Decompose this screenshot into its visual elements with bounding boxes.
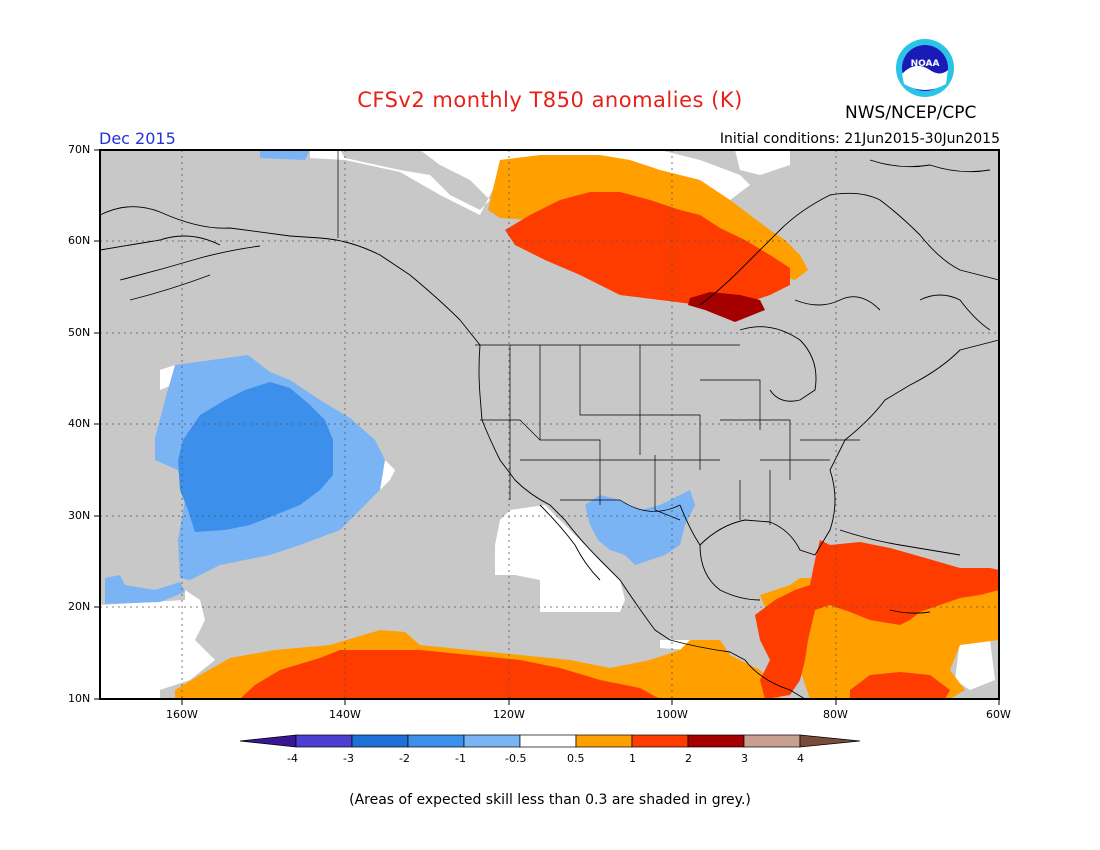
lon-label: 160W <box>166 708 198 721</box>
forecast-month: Dec 2015 <box>99 129 176 148</box>
colorbar-cell-lowest <box>239 734 297 748</box>
noaa-logo: NOAA <box>896 39 954 97</box>
colorbar <box>239 734 861 748</box>
positive-one-anomaly <box>240 192 999 699</box>
axis-ticks <box>94 149 1000 705</box>
colorbar-label: 1 <box>629 752 636 765</box>
colorbar-label: -2 <box>399 752 410 765</box>
colorbar-cell <box>407 734 465 748</box>
lon-label: 120W <box>493 708 525 721</box>
lat-label: 20N <box>68 600 91 613</box>
lat-label: 70N <box>68 143 91 156</box>
lat-label: 60N <box>68 234 91 247</box>
colorbar-label: 4 <box>797 752 804 765</box>
lat-label: 10N <box>68 692 91 705</box>
lat-label: 30N <box>68 509 91 522</box>
colorbar-cell <box>575 734 633 748</box>
map-title: CFSv2 monthly T850 anomalies (K) <box>357 88 743 112</box>
org-label: NWS/NCEP/CPC <box>845 103 977 123</box>
colorbar-label: -1 <box>455 752 466 765</box>
negative-one-anomaly <box>178 382 333 532</box>
colorbar-label: 0.5 <box>567 752 585 765</box>
lat-label: 50N <box>68 326 91 339</box>
initial-conditions: Initial conditions: 21Jun2015-30Jun2015 <box>719 131 1000 147</box>
lon-label: 100W <box>656 708 688 721</box>
skill-note: (Areas of expected skill less than 0.3 a… <box>349 792 751 808</box>
colorbar-cell <box>519 734 577 748</box>
colorbar-cell <box>631 734 689 748</box>
lat-label: 40N <box>68 417 91 430</box>
lon-label: 60W <box>986 708 1011 721</box>
colorbar-cell-highest <box>799 734 861 748</box>
colorbar-cell <box>351 734 409 748</box>
colorbar-label: -0.5 <box>505 752 527 765</box>
colorbar-label: 2 <box>685 752 692 765</box>
colorbar-label: -3 <box>343 752 354 765</box>
colorbar-label: 3 <box>741 752 748 765</box>
colorbar-label: -4 <box>287 752 298 765</box>
colorbar-cell <box>687 734 745 748</box>
political-borders <box>337 150 860 525</box>
logo-text: NOAA <box>911 59 940 69</box>
graticule <box>100 150 999 699</box>
colorbar-cell <box>743 734 801 748</box>
lon-label: 80W <box>823 708 848 721</box>
colorbar-cell <box>295 734 353 748</box>
colorbar-cell <box>463 734 521 748</box>
lon-label: 140W <box>329 708 361 721</box>
